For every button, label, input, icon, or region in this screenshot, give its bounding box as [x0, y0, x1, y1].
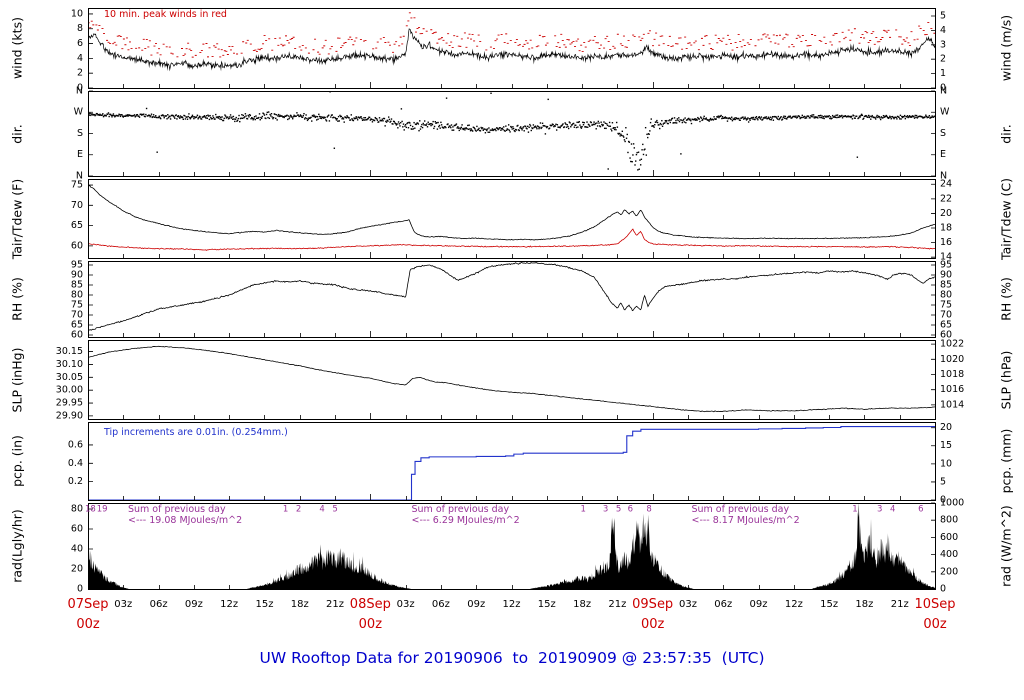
rad-sum-line1: Sum of previous day: [691, 504, 790, 515]
rad-sum-annotation-1: Sum of previous day <--- 19.08 MJoules/m…: [128, 504, 242, 526]
y-axis-label-temp-left: Tair/Tdew (F): [9, 178, 25, 259]
rad-sum-line2: <--- 8.17 MJoules/m^2: [691, 515, 800, 526]
y-axis-label-dir-left: dir.: [9, 123, 25, 144]
y-axis-label-wind-right: wind (m/s): [998, 14, 1014, 82]
y-axis-label-dir-right: dir.: [998, 123, 1014, 144]
y-axis-label-temp-right: Tair/Tdew (C): [998, 177, 1014, 260]
wind-peak-note: 10 min. peak winds in red: [104, 9, 227, 20]
rad-sum-annotation-2: Sum of previous day <--- 6.29 MJoules/m^…: [412, 504, 520, 526]
y-axis-label-wind-left: wind (kts): [9, 17, 25, 79]
y-axis-label-rh-left: RH (%): [9, 277, 25, 321]
rad-sum-line2: <--- 19.08 MJoules/m^2: [127, 515, 243, 526]
y-axis-label-rad-right: rad (W/m^2): [998, 505, 1014, 587]
y-axis-label-pcp-right: pcp. (mm): [998, 428, 1014, 494]
y-axis-label-pcp-left: pcp. (in): [9, 435, 25, 487]
y-axis-label-slp-left: SLP (inHg): [9, 347, 25, 412]
rad-sum-annotation-3: Sum of previous day <--- 8.17 MJoules/m^…: [691, 504, 799, 526]
rad-sum-line1: Sum of previous day: [411, 504, 510, 515]
rad-sum-line2: <--- 6.29 MJoules/m^2: [411, 515, 520, 526]
figure-title: UW Rooftop Data for 20190906 to 20190909…: [259, 649, 765, 667]
pcp-tip-note: Tip increments are 0.01in. (0.254mm.): [104, 427, 288, 438]
y-axis-label-rad-left: rad(Lgly/hr): [9, 509, 25, 583]
rad-sum-line1: Sum of previous day: [127, 504, 226, 515]
y-axis-label-rh-right: RH (%): [998, 277, 1014, 321]
y-axis-label-slp-right: SLP (hPa): [998, 350, 1014, 409]
